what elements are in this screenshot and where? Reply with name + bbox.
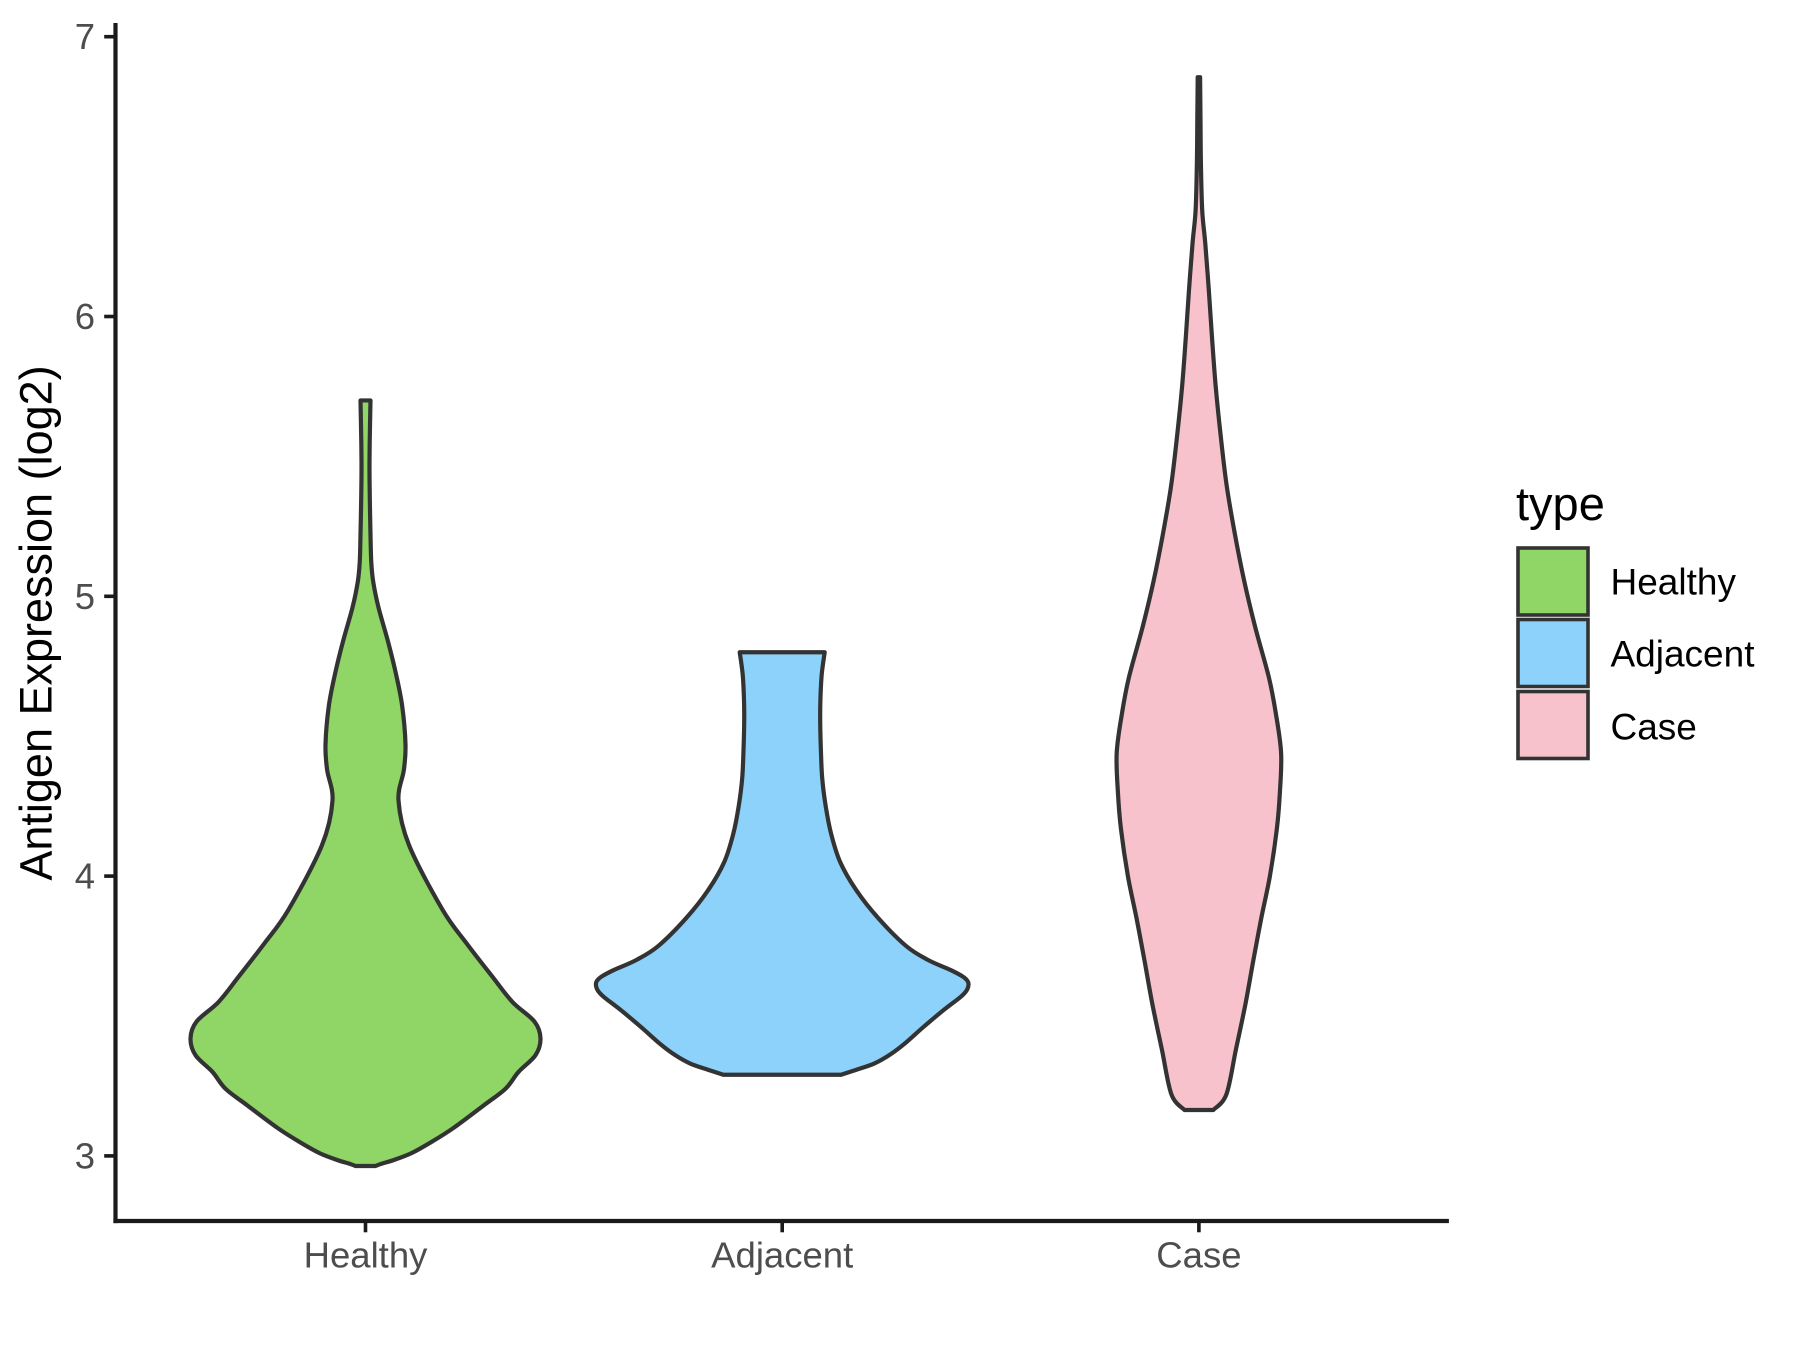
- x-tick-label-case: Case: [1156, 1235, 1241, 1276]
- legend-label-healthy: Healthy: [1611, 562, 1737, 603]
- legend-key-healthy: [1516, 546, 1590, 617]
- y-tick-label-6: 6: [75, 296, 95, 337]
- x-tick-label-healthy: Healthy: [304, 1235, 429, 1276]
- legend-key-case: [1516, 689, 1590, 761]
- y-axis-title: Antigen Expression (log2): [11, 365, 62, 880]
- axes-layer: [104, 23, 1449, 1233]
- legend-label-case: Case: [1611, 706, 1697, 747]
- y-tick-label-5: 5: [75, 576, 95, 617]
- y-tick-label-3: 3: [75, 1135, 95, 1176]
- legend-key-adjacent: [1516, 617, 1590, 689]
- y-tick-label-4: 4: [75, 856, 95, 897]
- violin-healthy: [188, 398, 543, 1169]
- violins-layer: [188, 75, 1284, 1169]
- legend-label-adjacent: Adjacent: [1611, 634, 1756, 675]
- x-tick-label-adjacent: Adjacent: [711, 1235, 853, 1276]
- legend-title: type: [1516, 477, 1605, 530]
- y-tick-label-7: 7: [75, 16, 95, 57]
- violin-case: [1114, 75, 1284, 1113]
- legend-keys-layer: [1516, 546, 1590, 761]
- violin-adjacent: [593, 650, 971, 1077]
